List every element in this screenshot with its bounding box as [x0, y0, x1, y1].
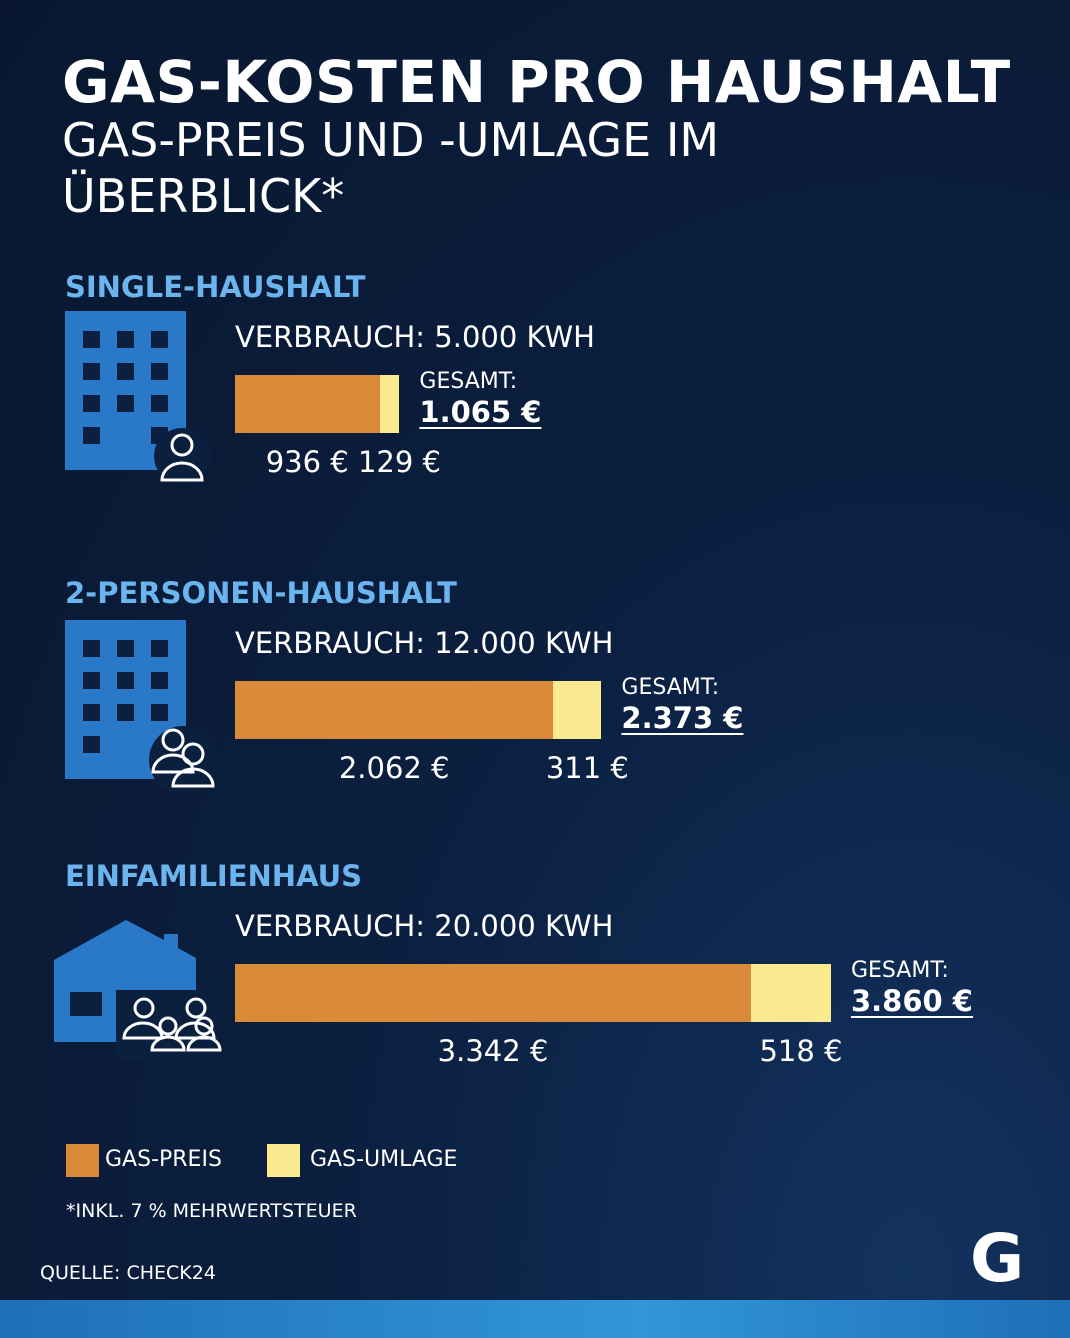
subtitle: GAS-PREIS UND -UMLAGE IM ÜBERBLICK*	[62, 113, 720, 223]
logo: G	[970, 1220, 1025, 1297]
total-value: 2.373 €	[621, 701, 744, 735]
total-value: 1.065 €	[419, 395, 542, 429]
consumption-label: VERBRAUCH: 20.000 KWH	[235, 909, 614, 943]
bar-segment	[379, 375, 400, 433]
total-caption: GESAMT:	[850, 958, 949, 983]
value-label: 936 €	[265, 445, 349, 479]
group-title: SINGLE-HAUSHALT	[65, 270, 366, 304]
legend-swatch	[66, 1144, 99, 1177]
title: GAS-KOSTEN PRO HAUSHALT	[62, 48, 1011, 116]
group-title: 2-PERSONEN-HAUSHALT	[65, 576, 457, 610]
legend-swatch	[267, 1144, 300, 1177]
bar-segment	[235, 375, 380, 433]
group-title: EINFAMILIENHAUS	[65, 859, 363, 893]
value-label: 129 €	[357, 445, 441, 479]
value-label: 311 €	[545, 751, 629, 785]
value-label: 518 €	[759, 1034, 843, 1068]
consumption-label: VERBRAUCH: 5.000 KWH	[235, 320, 595, 354]
legend-label: GAS-UMLAGE	[310, 1147, 458, 1172]
building-icon	[65, 620, 217, 794]
legend-label: GAS-PREIS	[105, 1147, 222, 1172]
house-icon	[54, 920, 222, 1060]
bar-segment	[751, 964, 831, 1022]
bar-segment	[553, 681, 602, 739]
bottom-strip	[0, 1300, 1070, 1338]
total-caption: GESAMT:	[419, 369, 518, 394]
bar-segment	[235, 681, 554, 739]
consumption-label: VERBRAUCH: 12.000 KWH	[235, 626, 614, 660]
total-value: 3.860 €	[850, 984, 973, 1018]
value-label: 3.342 €	[437, 1034, 549, 1068]
bar-segment	[235, 964, 751, 1022]
total-caption: GESAMT:	[621, 675, 720, 700]
footnote: *INKL. 7 % MEHRWERTSTEUER	[66, 1200, 357, 1222]
value-label: 2.062 €	[338, 751, 450, 785]
building-icon	[65, 311, 210, 484]
source: QUELLE: CHECK24	[40, 1262, 216, 1284]
